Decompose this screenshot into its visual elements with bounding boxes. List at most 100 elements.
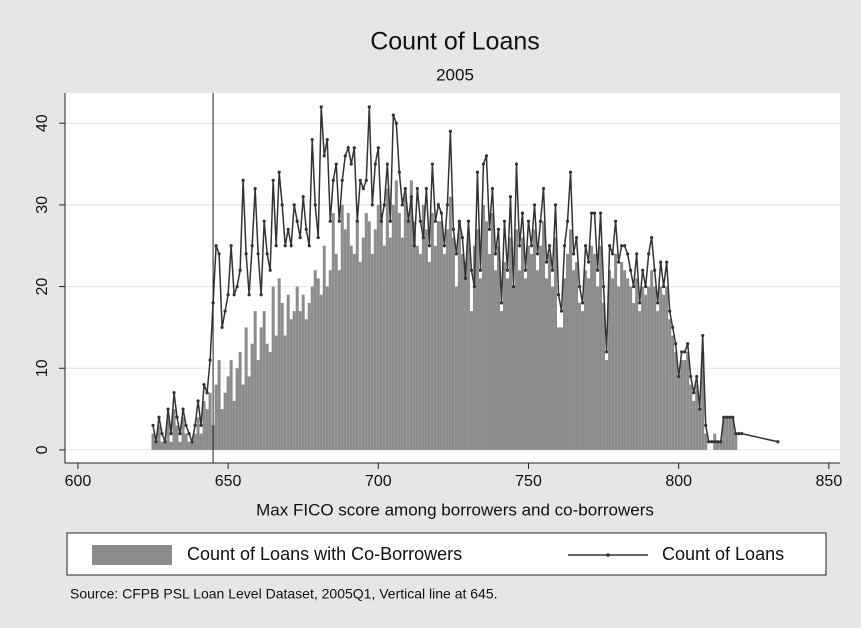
bar (361, 237, 365, 450)
bar (238, 351, 242, 450)
line-marker (608, 244, 612, 248)
line-marker (157, 415, 161, 419)
bar (334, 253, 338, 450)
bar (542, 221, 546, 450)
line-marker (481, 162, 486, 166)
line-marker (166, 407, 170, 411)
line-marker (511, 284, 516, 289)
line-marker (313, 203, 317, 207)
bar (418, 253, 422, 450)
line-marker (466, 219, 471, 223)
bar (277, 278, 281, 450)
bar (175, 425, 179, 450)
bar (475, 229, 479, 450)
bar (647, 286, 651, 450)
line-marker (520, 211, 525, 215)
bar (367, 221, 371, 450)
bar (199, 433, 203, 450)
bar (298, 311, 302, 450)
line-marker (151, 423, 155, 428)
bar (160, 441, 164, 450)
line-marker (710, 440, 714, 444)
line-marker (626, 252, 630, 256)
bar (430, 213, 434, 450)
bar (698, 409, 702, 450)
line-marker (280, 203, 284, 207)
bar (328, 270, 332, 450)
line-marker (647, 252, 651, 256)
bar (370, 253, 374, 450)
bar (605, 360, 609, 450)
line-marker (406, 219, 410, 223)
bar (382, 245, 386, 450)
line-marker (187, 431, 191, 436)
bar (217, 360, 221, 450)
bar (205, 409, 209, 450)
bar (391, 204, 395, 450)
line-marker (635, 252, 639, 256)
bar (439, 221, 443, 450)
line-marker (460, 235, 465, 240)
bar (427, 262, 431, 450)
bar (442, 253, 446, 450)
line-marker (571, 252, 576, 256)
bar (178, 441, 182, 450)
bar (665, 286, 669, 450)
bar (364, 213, 368, 450)
bar (304, 319, 308, 450)
bar (424, 229, 428, 450)
line-marker (253, 186, 257, 191)
bar (157, 425, 161, 450)
line-marker (451, 227, 456, 232)
bar (514, 229, 518, 450)
line-marker (433, 219, 437, 223)
line-marker (704, 423, 708, 428)
line-marker (454, 252, 459, 256)
bar (617, 286, 621, 450)
bar (355, 221, 359, 450)
bar (352, 253, 356, 450)
line-marker (256, 252, 260, 256)
line-marker (262, 219, 266, 223)
line-marker (725, 415, 729, 419)
bar (400, 237, 404, 450)
bar (460, 253, 464, 450)
bar (566, 253, 570, 450)
bar (575, 262, 579, 450)
bar (722, 417, 726, 450)
bar (445, 229, 449, 450)
line-marker (638, 301, 642, 305)
bar (322, 245, 326, 450)
line-marker (553, 203, 558, 207)
bar (662, 294, 666, 450)
bar (463, 262, 467, 450)
line-marker (226, 293, 230, 297)
line-marker (379, 219, 383, 223)
line-marker (208, 358, 212, 362)
line-marker (304, 227, 308, 232)
bar (545, 278, 549, 450)
line-marker (385, 162, 389, 166)
line-marker (601, 284, 606, 289)
bar (602, 302, 606, 450)
line-marker (517, 244, 522, 248)
line-marker (241, 178, 245, 182)
bar (409, 180, 413, 450)
x-axis-title: Max FICO score among borrowers and co-bo… (256, 500, 654, 519)
line-marker (175, 415, 179, 419)
bar (581, 311, 585, 450)
line-marker (340, 178, 344, 182)
line-marker (568, 170, 573, 174)
line-marker (722, 415, 726, 419)
line-marker (559, 309, 564, 313)
line-marker (346, 146, 350, 150)
bar (656, 311, 660, 450)
bar (590, 245, 594, 450)
line-marker (574, 235, 579, 240)
bar (668, 319, 672, 450)
bar (403, 196, 407, 450)
bar (286, 294, 290, 450)
bar (719, 441, 723, 450)
bar (554, 237, 558, 450)
line-marker (409, 195, 413, 199)
